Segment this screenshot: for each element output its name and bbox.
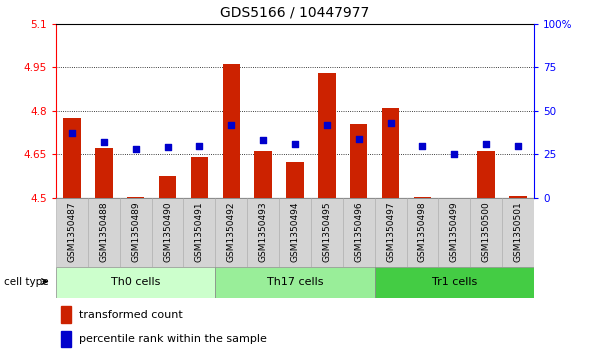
Point: [354, 136, 363, 142]
Bar: [407, 198, 438, 267]
Bar: [279, 198, 311, 267]
Bar: [318, 73, 336, 198]
Bar: [414, 197, 431, 198]
Bar: [88, 198, 120, 267]
Bar: [438, 198, 470, 267]
Text: cell type: cell type: [5, 277, 49, 287]
Bar: [247, 198, 279, 267]
Point: [258, 138, 268, 143]
Bar: [343, 198, 375, 267]
Bar: [286, 162, 304, 198]
Point: [386, 120, 395, 126]
Point: [227, 122, 236, 127]
Point: [163, 144, 172, 150]
Text: GSM1350500: GSM1350500: [481, 201, 491, 262]
Text: GSM1350499: GSM1350499: [450, 201, 459, 262]
Bar: [183, 198, 215, 267]
Point: [290, 141, 300, 147]
Text: GSM1350501: GSM1350501: [513, 201, 523, 262]
Point: [195, 143, 204, 148]
Text: GSM1350490: GSM1350490: [163, 201, 172, 262]
Text: GSM1350496: GSM1350496: [354, 201, 363, 262]
Point: [99, 139, 109, 145]
Bar: [191, 157, 208, 198]
Bar: [56, 198, 88, 267]
Bar: [61, 306, 71, 323]
Text: GSM1350488: GSM1350488: [99, 201, 109, 262]
Text: GSM1350495: GSM1350495: [322, 201, 332, 262]
Text: GSM1350489: GSM1350489: [131, 201, 140, 262]
Bar: [254, 151, 272, 198]
Bar: [159, 176, 176, 198]
Text: Th0 cells: Th0 cells: [111, 277, 160, 287]
Text: percentile rank within the sample: percentile rank within the sample: [78, 334, 267, 344]
Bar: [215, 198, 247, 267]
Bar: [311, 198, 343, 267]
Text: GSM1350497: GSM1350497: [386, 201, 395, 262]
Bar: [477, 151, 495, 198]
Text: transformed count: transformed count: [78, 310, 182, 319]
Title: GDS5166 / 10447977: GDS5166 / 10447977: [221, 6, 369, 20]
Point: [67, 130, 77, 136]
Bar: [375, 267, 534, 298]
Point: [450, 151, 459, 157]
Bar: [215, 267, 375, 298]
Text: GSM1350498: GSM1350498: [418, 201, 427, 262]
Bar: [502, 198, 534, 267]
Text: GSM1350494: GSM1350494: [290, 201, 300, 262]
Point: [131, 146, 140, 152]
Text: GSM1350491: GSM1350491: [195, 201, 204, 262]
Point: [481, 141, 491, 147]
Bar: [152, 198, 183, 267]
Text: GSM1350492: GSM1350492: [227, 201, 236, 262]
Bar: [56, 267, 215, 298]
Point: [322, 122, 332, 127]
Text: Th17 cells: Th17 cells: [267, 277, 323, 287]
Point: [418, 143, 427, 148]
Text: Tr1 cells: Tr1 cells: [432, 277, 477, 287]
Bar: [470, 198, 502, 267]
Text: GSM1350487: GSM1350487: [67, 201, 77, 262]
Point: [513, 143, 523, 148]
Bar: [382, 108, 399, 198]
Bar: [127, 197, 145, 198]
Bar: [222, 64, 240, 198]
Bar: [63, 118, 81, 198]
Bar: [120, 198, 152, 267]
Bar: [95, 148, 113, 198]
Text: GSM1350493: GSM1350493: [258, 201, 268, 262]
Bar: [350, 124, 368, 198]
Bar: [509, 196, 527, 198]
Bar: [375, 198, 407, 267]
Bar: [61, 331, 71, 347]
